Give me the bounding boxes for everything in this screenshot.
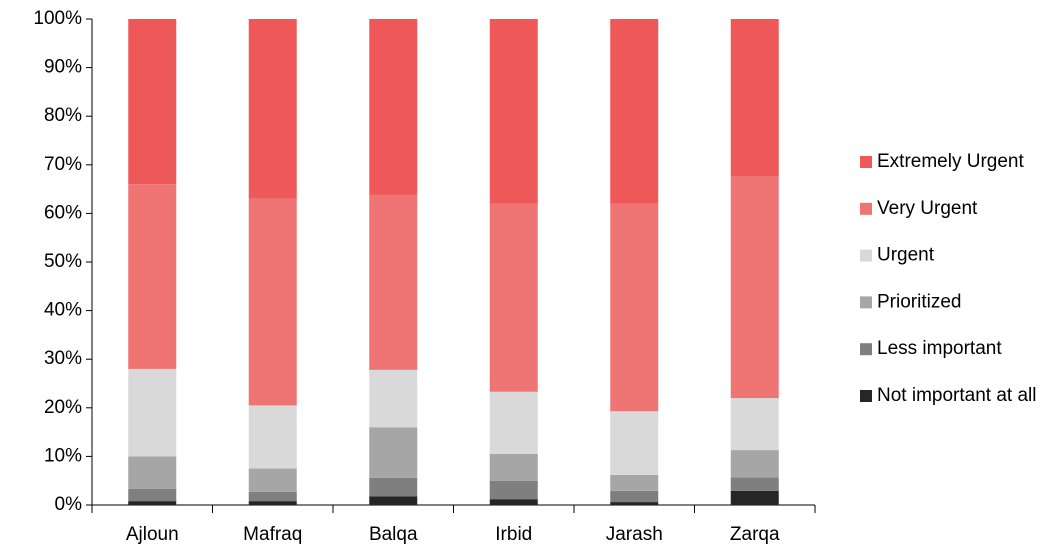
bar-segment [248, 468, 297, 492]
y-tick-label: 20% [44, 397, 82, 418]
y-tick-label: 40% [44, 300, 82, 321]
x-tick-label: Irbid [495, 524, 532, 545]
bar-segment [610, 502, 659, 505]
y-tick-label: 50% [44, 251, 82, 272]
bar-segment [369, 369, 418, 428]
bar-segment [369, 194, 418, 370]
bar-segment [128, 184, 177, 369]
bar-segment [369, 427, 418, 478]
bar-segment [369, 19, 418, 195]
y-tick-label: 60% [44, 202, 82, 223]
bar-segment [248, 501, 297, 505]
y-tick-label: 80% [44, 105, 82, 126]
y-tick-label: 100% [33, 8, 82, 29]
legend-label: Urgent [877, 245, 935, 266]
bar-segment [610, 203, 659, 412]
bar-segment [489, 499, 538, 505]
x-tick-label: Zarqa [730, 524, 780, 545]
legend-swatch [860, 249, 872, 262]
bar-segment [248, 405, 297, 469]
bar-segment [128, 488, 177, 502]
bar-segment [610, 490, 659, 503]
bar-segment [730, 490, 779, 505]
legend-swatch [860, 343, 872, 356]
legend-swatch [860, 390, 872, 402]
bar-segment [128, 456, 177, 489]
legend-label: Extremely Urgent [877, 151, 1024, 172]
bar-segment [610, 411, 659, 475]
legend-label: Not important at all [877, 385, 1036, 406]
bar-segment [610, 474, 659, 491]
bar-segment [489, 453, 538, 481]
bar-segment [128, 368, 177, 457]
legend-label: Prioritized [877, 291, 961, 312]
bar-segment [730, 175, 779, 399]
bar-segment [730, 19, 779, 176]
bar-segment [489, 203, 538, 392]
legend-swatch [860, 296, 872, 309]
bar-segment [128, 501, 177, 505]
legend-label: Very Urgent [877, 198, 978, 219]
x-tick-label: Jarash [606, 524, 663, 545]
y-tick-label: 10% [44, 445, 82, 466]
bar-segment [128, 19, 177, 185]
bar-segment [369, 477, 418, 497]
bar-segment [248, 491, 297, 502]
bar-segment [730, 398, 779, 451]
x-tick-label: Ajloun [126, 524, 179, 545]
y-tick-label: 30% [44, 348, 82, 369]
bar-segment [369, 496, 418, 505]
bar-segment [730, 450, 779, 478]
x-tick-label: Mafraq [243, 524, 302, 545]
bar-segment [730, 477, 779, 491]
y-tick-label: 0% [55, 494, 83, 515]
bar-segment [489, 480, 538, 500]
legend-swatch [860, 156, 872, 168]
x-tick-label: Balqa [369, 524, 418, 545]
legend-label: Less important [877, 338, 1002, 359]
bar-segment [248, 198, 297, 406]
y-tick-label: 90% [44, 57, 82, 78]
y-tick-label: 70% [44, 154, 82, 175]
bar-segment [489, 19, 538, 204]
bar-segment [610, 19, 659, 204]
bar-segment [248, 19, 297, 199]
legend-swatch [860, 202, 872, 215]
bar-segment [489, 391, 538, 454]
